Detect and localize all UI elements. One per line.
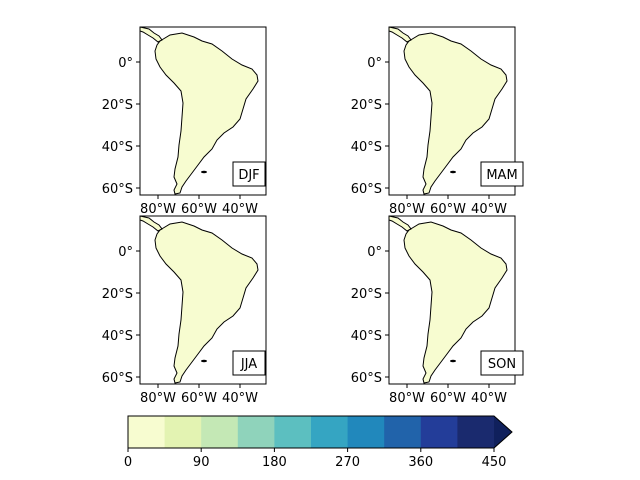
map-frame (139, 215, 267, 385)
lon-tick-label: 40°W (471, 202, 507, 217)
colorbar-segment (457, 416, 495, 448)
season-label-text: SON (488, 357, 516, 372)
map-panel-djf: 0° 20°S 40°S 60°S 80°W 60°W 40°W DJF (102, 26, 267, 217)
season-label-box (480, 161, 524, 187)
lat-tick-label: 20°S (102, 98, 133, 113)
lon-tick-label: 80°W (389, 391, 425, 406)
falkland-islands (201, 170, 207, 174)
map-panel-son: 0° 20°S 40°S 60°S 80°W 60°W 40°W SON (351, 215, 524, 406)
season-label-text: MAM (486, 168, 517, 183)
lat-tick-label: 40°S (102, 140, 133, 155)
colorbar-segment (237, 416, 275, 448)
lat-tick-label: 60°S (102, 371, 133, 386)
lon-tick-label: 60°W (181, 391, 217, 406)
lat-tick-label: 40°S (102, 329, 133, 344)
map-panel-mam: 0° 20°S 40°S 60°S 80°W 60°W 40°W MAM (351, 26, 524, 217)
map-frame (388, 215, 516, 385)
colorbar-tick-label: 450 (482, 455, 507, 470)
falkland-islands (450, 359, 456, 363)
map-frame (388, 26, 516, 196)
lat-tick-label: 0° (367, 56, 382, 71)
season-label: JJA (232, 350, 266, 376)
lat-tick-label: 0° (367, 245, 382, 260)
colorbar-tick-label: 0 (124, 455, 132, 470)
lon-tick-label: 40°W (471, 391, 507, 406)
lat-tick-label: 40°S (351, 329, 382, 344)
map-frame (139, 26, 267, 196)
season-label-box (232, 350, 266, 376)
lon-tick-label: 60°W (181, 202, 217, 217)
lon-tick-label: 40°W (222, 202, 258, 217)
season-label: DJF (232, 161, 266, 187)
lat-tick-label: 40°S (351, 140, 382, 155)
colorbar-segment (311, 416, 349, 448)
falkland-islands (450, 170, 456, 174)
lon-tick-label: 80°W (389, 202, 425, 217)
season-label: MAM (480, 161, 524, 187)
colorbar-segment (164, 416, 202, 448)
season-label-text: JJA (240, 357, 257, 372)
colorbar-segment (128, 416, 166, 448)
colorbar-segment (347, 416, 385, 448)
colorbar: 0 90 180 270 360 450 (124, 415, 513, 470)
lat-tick-label: 60°S (102, 182, 133, 197)
lat-tick-label: 20°S (102, 287, 133, 302)
season-label-box (480, 350, 524, 376)
lon-tick-label: 80°W (140, 391, 176, 406)
colorbar-tick-label: 180 (262, 455, 287, 470)
lon-tick-label: 60°W (430, 202, 466, 217)
lat-tick-label: 60°S (351, 182, 382, 197)
lon-tick-label: 80°W (140, 202, 176, 217)
colorbar-segment (384, 416, 422, 448)
season-label: SON (480, 350, 524, 376)
lat-tick-label: 0° (118, 245, 133, 260)
lat-tick-label: 0° (118, 56, 133, 71)
falkland-islands (201, 359, 207, 363)
lon-tick-label: 40°W (222, 391, 258, 406)
season-label-box (232, 161, 266, 187)
season-label-text: DJF (238, 168, 259, 183)
colorbar-tick-label: 270 (335, 455, 360, 470)
lat-tick-label: 20°S (351, 287, 382, 302)
colorbar-tick-label: 90 (193, 455, 210, 470)
lat-tick-label: 20°S (351, 98, 382, 113)
colorbar-segment (420, 416, 458, 448)
colorbar-segment (274, 416, 312, 448)
map-panel-jja: 0° 20°S 40°S 60°S 80°W 60°W 40°W JJA (102, 215, 267, 406)
lat-tick-label: 60°S (351, 371, 382, 386)
colorbar-outline (127, 415, 513, 449)
colorbar-tick-label: 360 (408, 455, 433, 470)
colorbar-segment (201, 416, 239, 448)
lon-tick-label: 60°W (430, 391, 466, 406)
colorbar-extend-arrow (494, 416, 512, 448)
